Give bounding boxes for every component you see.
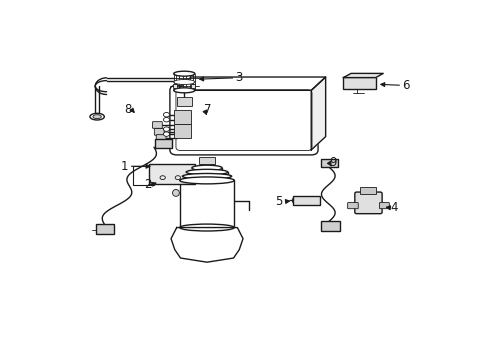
Ellipse shape (173, 88, 195, 93)
FancyBboxPatch shape (354, 192, 381, 214)
Circle shape (163, 112, 169, 117)
Ellipse shape (186, 169, 227, 175)
Ellipse shape (180, 224, 234, 231)
Ellipse shape (173, 71, 195, 76)
FancyBboxPatch shape (347, 203, 358, 209)
Ellipse shape (93, 115, 101, 118)
Text: 6: 6 (402, 79, 409, 92)
Text: 8: 8 (123, 103, 131, 116)
Text: 3: 3 (235, 71, 243, 84)
Ellipse shape (191, 165, 222, 171)
Polygon shape (176, 77, 325, 90)
FancyBboxPatch shape (156, 135, 166, 141)
Circle shape (163, 127, 169, 131)
FancyBboxPatch shape (152, 122, 162, 128)
Polygon shape (343, 73, 383, 77)
Text: 9: 9 (329, 157, 336, 170)
FancyBboxPatch shape (155, 139, 172, 148)
Polygon shape (310, 77, 325, 150)
Ellipse shape (172, 189, 179, 196)
FancyBboxPatch shape (173, 110, 191, 124)
Ellipse shape (180, 177, 234, 184)
Ellipse shape (90, 113, 104, 120)
FancyBboxPatch shape (199, 157, 214, 164)
Text: 4: 4 (390, 201, 398, 214)
FancyBboxPatch shape (321, 221, 339, 231)
FancyBboxPatch shape (148, 163, 195, 184)
FancyBboxPatch shape (293, 196, 319, 205)
Ellipse shape (173, 80, 195, 85)
FancyBboxPatch shape (169, 85, 317, 155)
Polygon shape (171, 228, 243, 262)
FancyBboxPatch shape (173, 124, 191, 138)
Text: 2: 2 (143, 178, 151, 191)
FancyBboxPatch shape (321, 159, 338, 167)
Circle shape (163, 117, 169, 122)
FancyBboxPatch shape (96, 224, 114, 234)
FancyBboxPatch shape (359, 187, 376, 194)
Text: 5: 5 (275, 195, 282, 208)
FancyBboxPatch shape (191, 84, 195, 88)
FancyBboxPatch shape (154, 129, 164, 135)
FancyBboxPatch shape (342, 77, 376, 89)
Text: 7: 7 (204, 103, 211, 116)
Circle shape (163, 132, 169, 136)
Ellipse shape (182, 174, 231, 179)
FancyBboxPatch shape (173, 84, 177, 88)
Text: 1: 1 (121, 160, 128, 173)
FancyBboxPatch shape (379, 203, 388, 209)
FancyBboxPatch shape (176, 97, 191, 106)
